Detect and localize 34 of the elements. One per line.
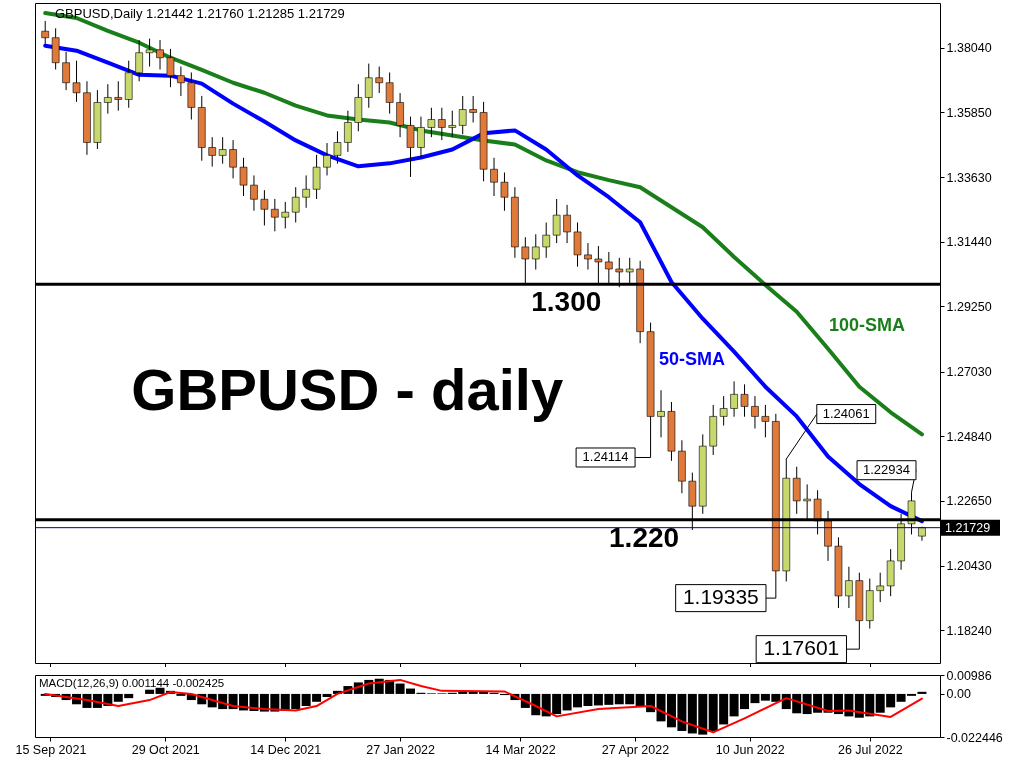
annotation: 1.24114 (582, 449, 629, 465)
ref-line-label: 1.21729 (945, 520, 991, 535)
y-tick-label: 0.00 (946, 687, 971, 702)
x-tick-label: 10 Jun 2022 (715, 742, 785, 757)
x-tick-label: 14 Dec 2021 (250, 742, 322, 757)
y-tick-label: 1.22650 (946, 494, 992, 509)
series-label: 50-SMA (658, 349, 725, 370)
y-tick-label: 1.20430 (946, 559, 992, 574)
y-tick-label: 0.00986 (946, 668, 992, 683)
chart-title: GBPUSD,Daily 1.21442 1.21760 1.21285 1.21729 (55, 6, 345, 21)
y-tick-label: 1.33630 (946, 170, 992, 185)
y-tick-label: 1.18240 (946, 623, 992, 638)
y-tick-label: 1.38040 (946, 41, 992, 56)
y-tick-label: 1.27030 (946, 365, 992, 380)
annotation: GBPUSD - daily (131, 357, 564, 422)
chart-title: MACD(12,26,9) 0.001144 -0.002425 (39, 677, 225, 689)
x-tick-label: 27 Apr 2022 (601, 742, 670, 757)
x-tick-label: 14 Mar 2022 (485, 742, 556, 757)
x-tick-label: 29 Oct 2021 (131, 742, 200, 757)
x-tick-label: 26 Jul 2022 (837, 742, 903, 757)
x-tick-label: 27 Jan 2022 (366, 742, 436, 757)
annotation: 1.17601 (763, 636, 840, 660)
series-label: 100-SMA (828, 315, 905, 336)
y-tick-label: 1.24840 (946, 429, 992, 444)
y-tick-label: -0.022446 (946, 730, 1003, 745)
annotation: 1.24061 (822, 406, 870, 422)
annotation: 1.22934 (863, 462, 911, 478)
y-tick-label: 1.35850 (946, 105, 992, 120)
x-tick-label: 15 Sep 2021 (15, 742, 87, 757)
ref-line-label: 1.220 (609, 521, 680, 553)
y-tick-label: 1.31440 (946, 235, 992, 250)
annotation: 1.19335 (682, 585, 759, 609)
ref-line-label: 1.300 (531, 286, 602, 318)
y-tick-label: 1.29250 (946, 299, 992, 314)
